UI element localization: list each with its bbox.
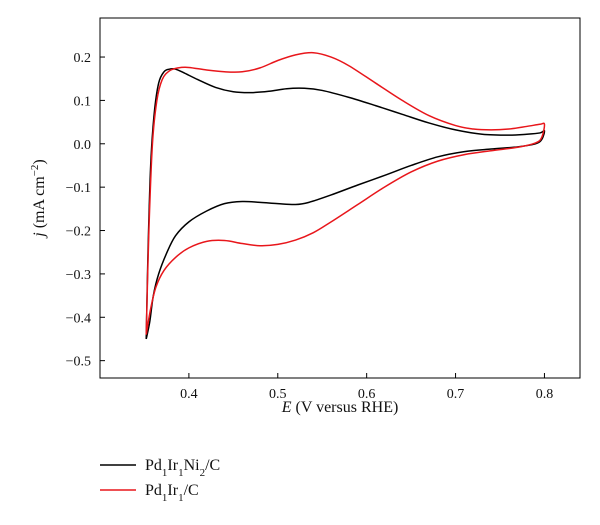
y-tick-label: 0.2 — [74, 51, 92, 66]
y-tick-label: −0.1 — [66, 181, 91, 196]
x-tick-label: 0.8 — [536, 387, 554, 402]
y-tick-label: −0.3 — [66, 268, 91, 283]
series-line-2 — [145, 51, 546, 335]
x-tick-label: 0.5 — [269, 387, 287, 402]
y-tick-label: −0.4 — [66, 311, 91, 326]
series-layer — [145, 51, 546, 340]
plot-frame — [99, 17, 581, 379]
legend: Pd1Ir1Ni2/C Pd1Ir1/C — [100, 457, 220, 504]
y-tick-label: −0.5 — [66, 355, 91, 370]
x-tick-label: 0.6 — [358, 387, 376, 402]
y-axis-title: j (mA cm−2) — [29, 159, 48, 239]
y-axis: −0.5 −0.4 −0.3 −0.2 −0.1 0.0 0.1 0.2 — [66, 51, 105, 370]
x-tick-label: 0.4 — [180, 387, 198, 402]
x-tick-label: 0.7 — [447, 387, 465, 402]
legend-label-2: Pd1Ir1/C — [145, 482, 199, 504]
x-axis: 0.4 0.5 0.6 0.7 0.8 — [180, 373, 553, 402]
legend-label-1: Pd1Ir1Ni2/C — [145, 457, 220, 479]
y-tick-label: 0.0 — [74, 138, 92, 153]
y-tick-label: 0.1 — [74, 94, 92, 109]
x-axis-title: E (V versus RHE) — [281, 399, 399, 416]
y-tick-label: −0.2 — [66, 225, 91, 240]
series-line-1 — [145, 68, 546, 340]
